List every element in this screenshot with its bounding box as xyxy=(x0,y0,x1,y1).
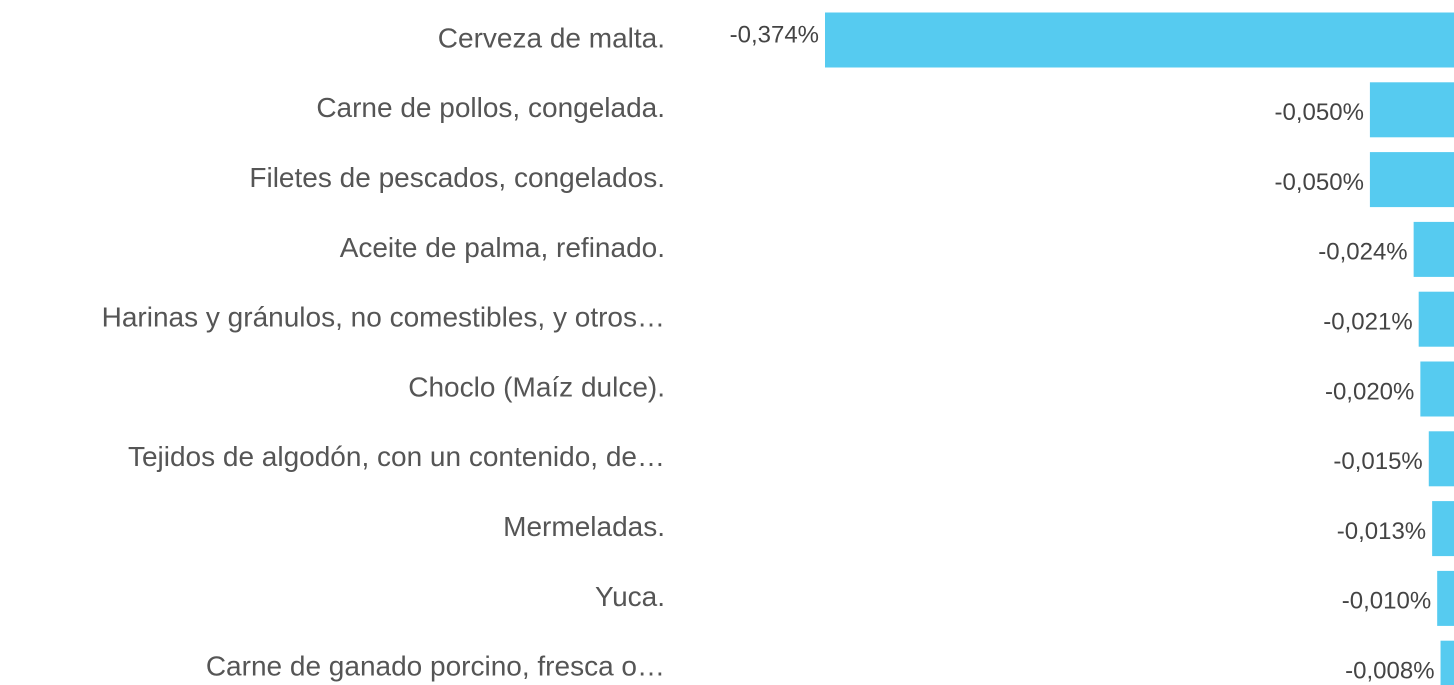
value-label: -0,013% xyxy=(1337,518,1426,545)
value-label: -0,021% xyxy=(1323,309,1412,336)
bar xyxy=(1440,640,1454,685)
bar xyxy=(825,12,1454,68)
category-label: Yuca. xyxy=(595,581,665,612)
category-label: Harinas y gránulos, no comestibles, y ot… xyxy=(102,302,665,333)
bar xyxy=(1420,361,1454,417)
bar xyxy=(1369,152,1454,208)
value-label: -0,020% xyxy=(1325,378,1414,405)
category-label: Carne de ganado porcino, fresca o… xyxy=(206,651,665,682)
value-label: -0,015% xyxy=(1333,448,1422,475)
category-label: Mermeladas. xyxy=(503,511,665,542)
value-label: -0,050% xyxy=(1275,99,1364,126)
bar xyxy=(1432,501,1454,557)
category-label: Carne de pollos, congelada. xyxy=(316,92,665,123)
category-label: Tejidos de algodón, con un contenido, de… xyxy=(128,441,665,472)
value-label: -0,008% xyxy=(1345,658,1434,685)
bar xyxy=(1418,291,1454,347)
bar xyxy=(1437,570,1454,626)
value-label: -0,024% xyxy=(1318,239,1407,266)
bar xyxy=(1413,221,1454,277)
value-label: -0,050% xyxy=(1275,169,1364,196)
category-label: Choclo (Maíz dulce). xyxy=(408,371,665,402)
value-label: -0,374% xyxy=(730,21,819,48)
category-label: Cerveza de malta. xyxy=(438,22,665,53)
bar xyxy=(1428,431,1454,487)
bar xyxy=(1369,82,1454,138)
category-label: Filetes de pescados, congelados. xyxy=(249,162,665,193)
category-label: Aceite de palma, refinado. xyxy=(340,232,665,263)
value-label: -0,010% xyxy=(1342,588,1431,615)
